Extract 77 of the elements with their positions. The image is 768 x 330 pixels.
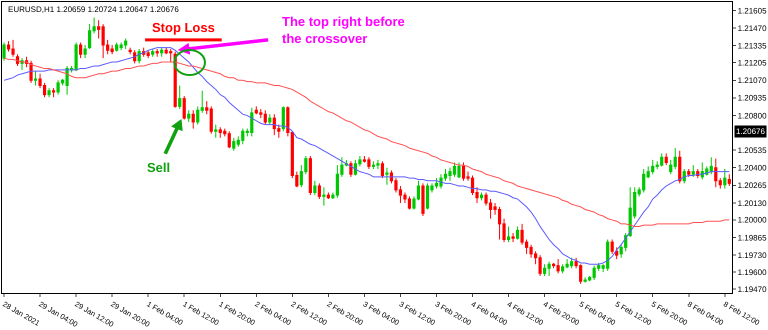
candlestick [313,180,316,196]
candlestick [56,80,60,96]
candlestick [480,192,484,201]
candlestick [151,48,154,58]
candlestick [385,167,389,186]
annotation: 1.20676 [736,127,766,136]
annotation: Stop Loss [152,20,215,35]
chart-title: EURUSD,H1 1.20659 1.20724 1.20647 1.20676 [8,5,180,14]
candlestick [128,47,132,55]
candlestick [543,264,546,277]
candlestick [2,42,6,62]
y-tick-label: 1.21070 [738,76,768,86]
y-tick-label: 1.19865 [738,233,768,242]
candlestick [65,65,69,96]
candlestick [138,48,141,64]
annotation: The top right before the crossover [282,14,405,46]
y-tick-label: 1.20130 [738,198,768,208]
line-series [4,58,730,227]
candlestick [421,182,425,217]
candlestick [516,226,520,240]
candlestick [349,160,352,178]
y-tick-label: 1.21605 [738,6,768,16]
y-tick-label: 1.19600 [738,268,768,277]
y-tick-label: 1.20400 [738,164,768,173]
y-tick-label: 1.21470 [738,24,768,33]
y-tick-label: 1.21335 [738,42,768,51]
candlestick [187,110,190,123]
candlestick [192,110,195,130]
y-tick-label: 1.20535 [738,146,768,155]
candlestick [462,162,466,182]
candlestick [214,124,218,138]
candlestick [326,192,330,200]
candlestick [52,88,56,98]
candlestick [664,152,668,166]
candlestick [687,168,690,178]
candlestick [376,159,380,170]
candlestick [34,70,38,86]
candlestick [318,182,321,200]
y-tick-label: 1.21205 [738,58,768,68]
candlestick [511,232,515,243]
candlestick [434,178,438,190]
candlestick [322,186,326,206]
candlestick [692,164,695,178]
candlestick [728,174,731,186]
candlestick [11,39,15,58]
candlestick [426,182,430,210]
candlestick [47,88,51,98]
candlestick [182,95,186,120]
candlestick [408,196,412,210]
candlestick [506,226,510,243]
candlestick [723,168,726,190]
annotation: Sell [147,160,170,175]
y-tick-label: 1.20800 [738,111,768,120]
candlestick [367,156,371,170]
candlestick [282,106,285,132]
candlestick [308,155,312,196]
candlestick [457,162,461,179]
candlestick [16,54,20,66]
candlestick [682,168,686,184]
line-series [4,47,730,265]
candlestick [380,160,384,179]
y-tick-label: 1.19470 [738,284,768,294]
y-tick-label: 1.19730 [738,250,768,260]
candlestick [79,42,82,59]
candlestick [178,85,182,110]
candlestick [678,150,682,184]
candlestick [160,47,164,58]
y-tick-label: 1.20265 [738,181,768,190]
candlestick [156,48,159,58]
candlestick [498,206,502,240]
candlestick [452,162,456,178]
candlestick [372,160,376,170]
y-tick-label: 1.20000 [738,216,768,225]
candlestick [538,254,542,277]
candlestick [268,114,272,126]
candlestick [84,44,87,59]
y-tick-label: 1.20935 [738,94,768,103]
